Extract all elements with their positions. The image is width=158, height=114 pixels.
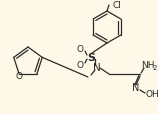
Text: OH: OH <box>145 90 158 99</box>
Text: NH: NH <box>141 61 155 70</box>
Text: N: N <box>93 62 101 72</box>
Text: N: N <box>132 82 140 92</box>
Text: O: O <box>16 71 23 80</box>
Text: 2: 2 <box>152 65 157 71</box>
Text: S: S <box>87 53 95 62</box>
Text: O: O <box>76 45 83 54</box>
Text: Cl: Cl <box>112 0 122 9</box>
Text: O: O <box>76 61 83 70</box>
